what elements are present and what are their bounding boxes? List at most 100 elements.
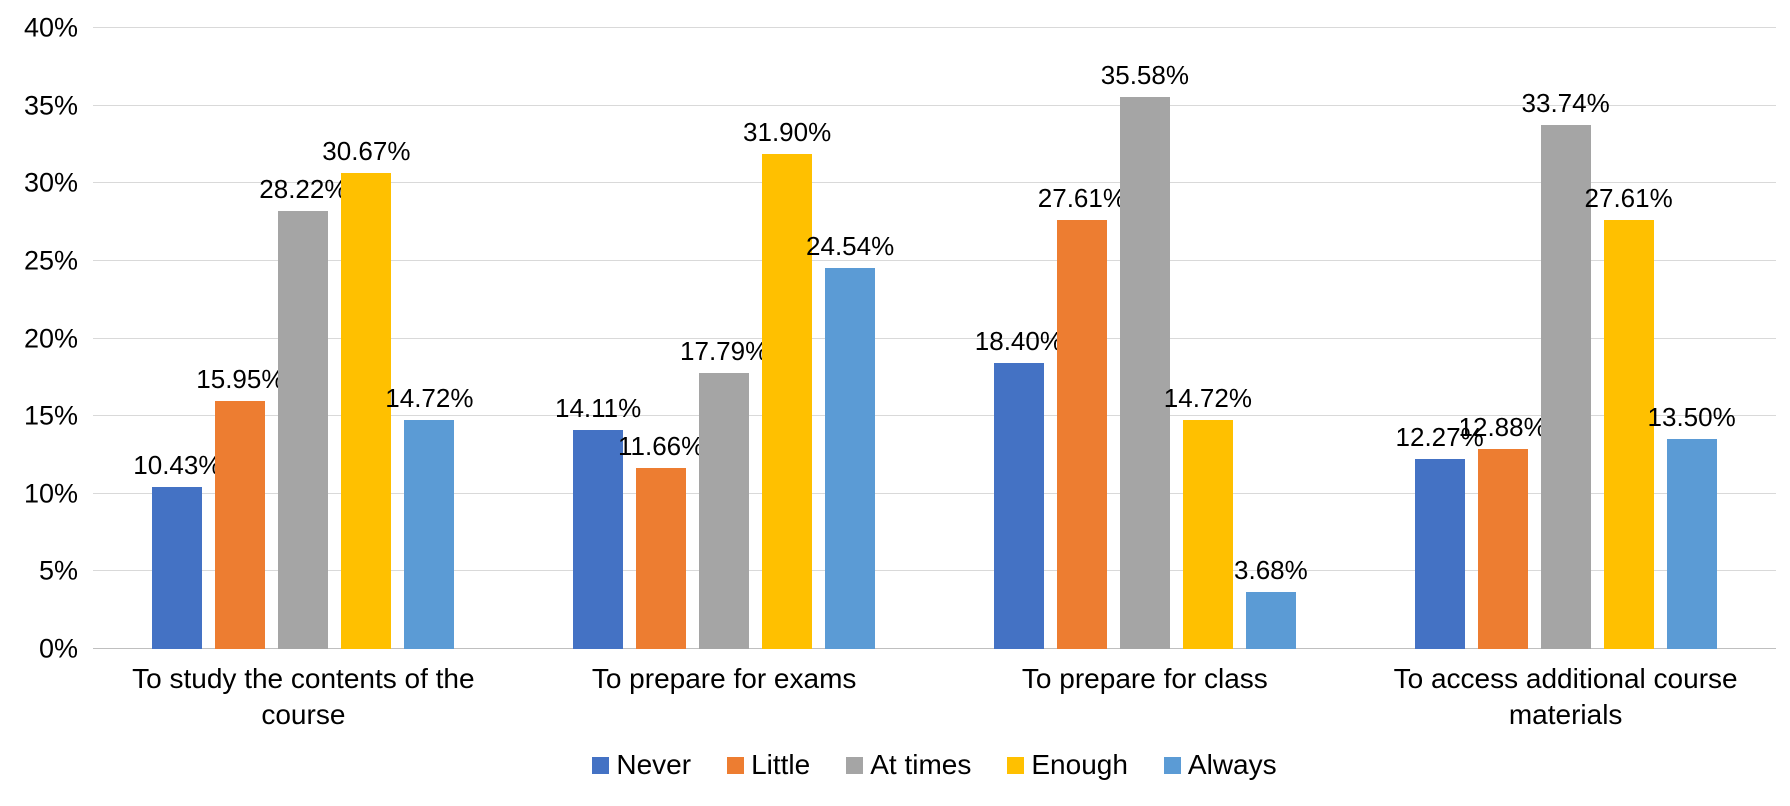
- data-label: 18.40%: [974, 326, 1063, 357]
- y-tick-label: 30%: [23, 167, 78, 198]
- bar-slot: 27.61%: [1038, 28, 1126, 649]
- bar-group-2: 14.11% 11.66% 17.79% 31.90% 24.54%: [514, 28, 935, 649]
- bar-slot: 35.58%: [1101, 28, 1189, 649]
- bar-slot: 30.67%: [322, 28, 410, 649]
- legend-item-enough: Enough: [1007, 749, 1128, 781]
- data-label: 11.66%: [617, 430, 705, 461]
- gridline-15%: [93, 415, 1776, 417]
- data-label: 14.72%: [1163, 383, 1252, 414]
- bar-always: [825, 268, 876, 649]
- legend-item-always: Always: [1163, 749, 1277, 781]
- legend: Never Little At times Enough Always: [93, 749, 1776, 781]
- data-label: 13.50%: [1647, 402, 1736, 433]
- gridline-5%: [93, 570, 1776, 572]
- bar-slot: 17.79%: [680, 28, 768, 649]
- bar-group-3: 18.40% 27.61% 35.58% 14.72% 3.68%: [935, 28, 1356, 649]
- bar-little: [636, 467, 687, 649]
- y-tick-label: 35%: [23, 90, 78, 121]
- bar-little: [1056, 220, 1107, 649]
- data-label: 35.58%: [1100, 59, 1189, 90]
- legend-label: Never: [616, 749, 692, 780]
- legend-item-little: Little: [727, 749, 810, 781]
- category-label-2: To prepare for exams: [591, 663, 857, 694]
- bar-slot: 13.50%: [1648, 28, 1736, 649]
- bar-slot: 14.72%: [1164, 28, 1252, 649]
- legend-swatch-icon: [1163, 756, 1181, 774]
- y-axis: 0% 5% 10% 15% 20% 25% 30% 35% 40%: [0, 14, 78, 662]
- bar-slot: 33.74%: [1522, 28, 1610, 649]
- legend-label: Always: [1187, 749, 1277, 780]
- bar-at-times: [1119, 96, 1170, 649]
- bar-little: [1477, 449, 1528, 649]
- gridline-35%: [93, 104, 1776, 106]
- data-label: 17.79%: [680, 335, 769, 366]
- bar-slot: 15.95%: [196, 28, 284, 649]
- gridline-20%: [93, 337, 1776, 339]
- bar-enough: [1603, 220, 1654, 649]
- bar-group-4: 12.27% 12.88% 33.74% 27.61% 13.50%: [1355, 28, 1776, 649]
- y-tick-label: 25%: [23, 245, 78, 276]
- bar-enough: [341, 172, 392, 649]
- legend-swatch-icon: [592, 756, 610, 774]
- gridline-10%: [93, 492, 1776, 494]
- legend-swatch-icon: [727, 756, 745, 774]
- bar-slot: 12.88%: [1459, 28, 1547, 649]
- legend-swatch-icon: [846, 756, 864, 774]
- data-label: 12.88%: [1458, 412, 1547, 443]
- x-axis-category-labels: To study the contents of the course To pr…: [93, 661, 1776, 733]
- y-tick-label: 10%: [23, 478, 78, 509]
- legend-item-never: Never: [592, 749, 691, 781]
- category-label-3: To prepare for class: [1021, 663, 1268, 694]
- bar-little: [215, 401, 266, 649]
- bar-slot: 3.68%: [1234, 28, 1308, 649]
- bar-slot: 28.22%: [259, 28, 347, 649]
- bar-always: [1245, 591, 1296, 649]
- y-tick-label: 0%: [38, 633, 78, 664]
- bar-slot: 10.43%: [133, 28, 221, 649]
- data-label: 12.27%: [1395, 421, 1484, 452]
- bar-never: [152, 487, 203, 649]
- data-label: 10.43%: [133, 450, 222, 481]
- legend-label: At times: [870, 749, 972, 780]
- data-label: 24.54%: [806, 231, 895, 262]
- bar-at-times: [699, 372, 750, 649]
- gridline-30%: [93, 182, 1776, 184]
- y-tick-label: 15%: [23, 400, 78, 431]
- bar-slot: 14.72%: [385, 28, 473, 649]
- bar-at-times: [278, 210, 329, 649]
- bar-enough: [1182, 420, 1233, 649]
- data-label: 28.22%: [259, 173, 348, 204]
- legend-label: Little: [751, 749, 811, 780]
- data-label: 30.67%: [322, 135, 411, 166]
- bar-always: [404, 420, 455, 649]
- data-label: 14.72%: [385, 383, 474, 414]
- gridline-0%: [93, 648, 1776, 649]
- legend-item-at-times: At times: [846, 749, 971, 781]
- data-label: 3.68%: [1234, 554, 1308, 585]
- gridline-25%: [93, 259, 1776, 261]
- y-tick-label: 40%: [23, 12, 78, 43]
- category-label-4: To access additional course materials: [1393, 663, 1738, 730]
- bar-never: [573, 429, 624, 649]
- data-label: 31.90%: [743, 116, 832, 147]
- bar-enough: [762, 153, 813, 649]
- gridline-40%: [93, 27, 1776, 28]
- bar-never: [1414, 458, 1465, 649]
- bar-slot: 11.66%: [618, 28, 704, 649]
- legend-label: Enough: [1031, 749, 1128, 780]
- bar-slot: 12.27%: [1396, 28, 1484, 649]
- y-tick-label: 20%: [23, 323, 78, 353]
- bar-slot: 27.61%: [1585, 28, 1673, 649]
- legend-swatch-icon: [1007, 756, 1025, 774]
- data-label: 33.74%: [1521, 88, 1610, 119]
- data-label: 14.11%: [554, 392, 642, 423]
- data-label: 15.95%: [196, 364, 285, 395]
- data-label: 27.61%: [1037, 183, 1126, 214]
- bar-slot: 31.90%: [743, 28, 831, 649]
- bar-always: [1666, 439, 1717, 649]
- bar-never: [993, 363, 1044, 649]
- category-label-1: To study the contents of the course: [132, 663, 475, 730]
- data-label: 27.61%: [1584, 183, 1673, 214]
- bar-slot: 18.40%: [975, 28, 1063, 649]
